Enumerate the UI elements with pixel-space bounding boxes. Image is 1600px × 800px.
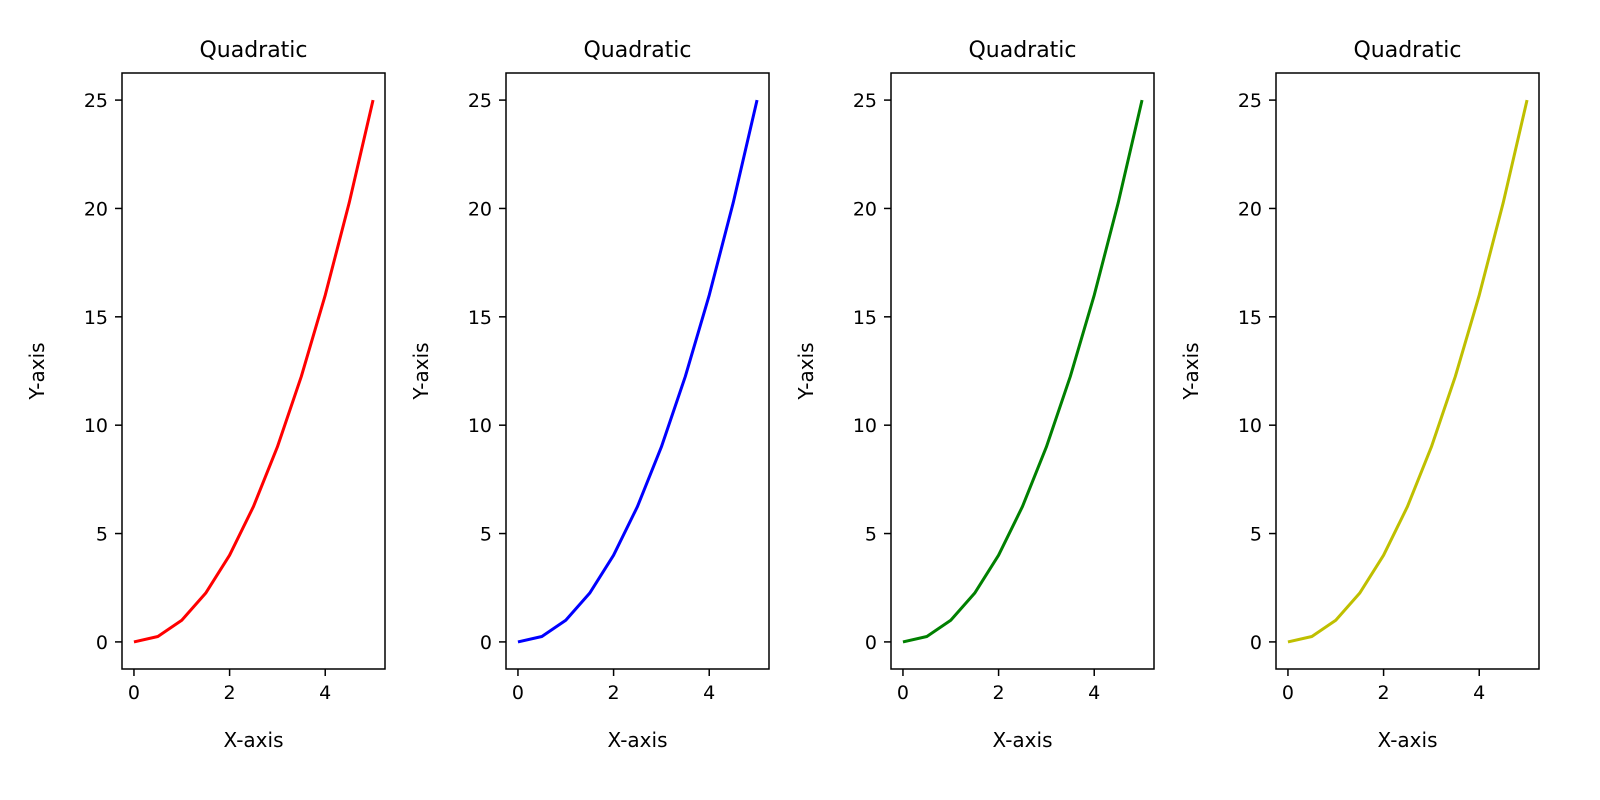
- x-tick-label: 0: [1282, 682, 1294, 704]
- y-tick-label: 5: [480, 524, 492, 546]
- y-axis-label: Y-axis: [25, 342, 49, 400]
- axes-frame: [1275, 72, 1540, 670]
- series-line: [517, 99, 759, 644]
- y-tick-label: 20: [84, 198, 108, 220]
- y-tick-label: 10: [1238, 415, 1262, 437]
- x-tick-label: 4: [319, 682, 331, 704]
- y-tick-label: 25: [84, 90, 108, 112]
- y-tick-label: 25: [853, 90, 877, 112]
- y-tick-label: 5: [865, 524, 877, 546]
- y-tick-label: 5: [96, 524, 108, 546]
- subplot-3: 0 2 4 0 5 10 15 20 25 Quadratic X-axis Y-axis: [794, 38, 1155, 752]
- y-tick-label: 0: [865, 632, 877, 654]
- x-axis-label: X-axis: [608, 728, 668, 752]
- x-tick-label: 0: [897, 682, 909, 704]
- chart-title: Quadratic: [1353, 38, 1461, 63]
- x-tick-label: 0: [512, 682, 524, 704]
- y-axis-label: Y-axis: [409, 342, 433, 400]
- y-tick-label: 5: [1250, 524, 1262, 546]
- y-axis-label: Y-axis: [1179, 342, 1203, 400]
- y-tick-label: 0: [1250, 632, 1262, 654]
- x-axis-label: X-axis: [224, 728, 284, 752]
- y-axis-label: Y-axis: [794, 342, 818, 400]
- chart-title: Quadratic: [583, 38, 691, 63]
- x-tick-label: 4: [1088, 682, 1100, 704]
- y-tick-label: 20: [853, 198, 877, 220]
- x-axis-label: X-axis: [993, 728, 1053, 752]
- axes-frame: [121, 72, 386, 670]
- chart-title: Quadratic: [199, 38, 307, 63]
- x-tick-label: 4: [703, 682, 715, 704]
- subplot-1: 0 2 4 0 5 10 15 20 25 Quadratic X-axis Y-axis: [25, 38, 386, 752]
- x-tick-label: 4: [1473, 682, 1485, 704]
- y-tick-label: 10: [853, 415, 877, 437]
- y-tick-label: 15: [1238, 307, 1262, 329]
- y-tick-label: 20: [1238, 198, 1262, 220]
- subplot-4: 0 2 4 0 5 10 15 20 25 Quadratic X-axis Y-axis: [1179, 38, 1540, 752]
- y-tick-label: 10: [84, 415, 108, 437]
- y-tick-label: 15: [468, 307, 492, 329]
- series-line: [902, 99, 1144, 644]
- y-tick-label: 25: [1238, 90, 1262, 112]
- x-tick-label: 2: [224, 682, 236, 704]
- series-line: [1287, 99, 1529, 644]
- y-tick-label: 25: [468, 90, 492, 112]
- x-axis-label: X-axis: [1378, 728, 1438, 752]
- y-tick-label: 0: [480, 632, 492, 654]
- y-tick-label: 10: [468, 415, 492, 437]
- x-tick-label: 2: [993, 682, 1005, 704]
- y-tick-label: 15: [84, 307, 108, 329]
- x-tick-label: 2: [1378, 682, 1390, 704]
- axes-frame: [505, 72, 770, 670]
- y-tick-label: 15: [853, 307, 877, 329]
- chart-title: Quadratic: [968, 38, 1076, 63]
- subplot-2: 0 2 4 0 5 10 15 20 25 Quadratic X-axis Y-axis: [409, 38, 770, 752]
- series-line: [133, 99, 375, 644]
- y-tick-label: 0: [96, 632, 108, 654]
- x-tick-label: 2: [608, 682, 620, 704]
- y-tick-label: 20: [468, 198, 492, 220]
- x-tick-label: 0: [128, 682, 140, 704]
- axes-frame: [890, 72, 1155, 670]
